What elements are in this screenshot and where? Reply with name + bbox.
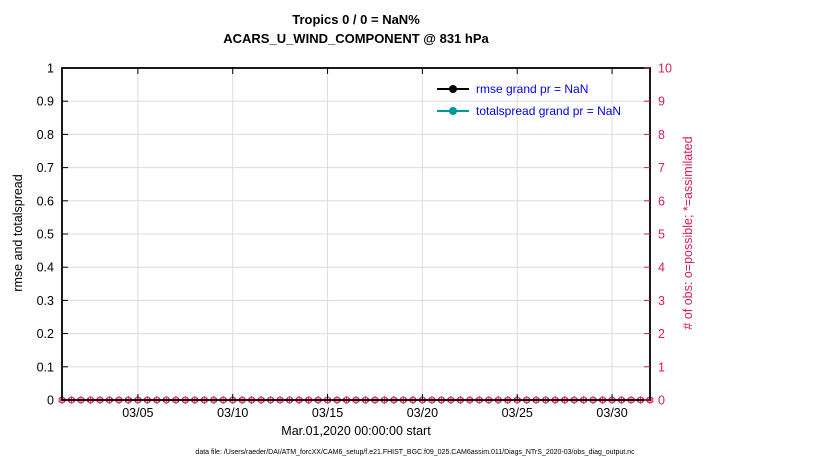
y-tick-label-left: 0.2 xyxy=(37,327,54,341)
y-tick-label-right: 10 xyxy=(658,62,672,76)
y-tick-label-left: 0.9 xyxy=(37,95,54,109)
y-tick-label-right: 2 xyxy=(658,327,665,341)
x-tick-label: 03/15 xyxy=(312,406,343,420)
y-tick-label-left: 0 xyxy=(47,394,54,408)
y-tick-label-left: 0.7 xyxy=(37,161,54,175)
x-axis-label: Mar.01,2020 00:00:00 start xyxy=(281,424,431,438)
totalspread-line-sample-icon xyxy=(437,107,469,115)
y-tick-label-right: 6 xyxy=(658,194,665,208)
x-tick-label: 03/20 xyxy=(407,406,438,420)
y-tick-label-right: 3 xyxy=(658,294,665,308)
legend-item-rmse: rmse grand pr = NaN xyxy=(437,78,621,100)
y-tick-label-left: 0.8 xyxy=(37,128,54,142)
x-tick-label: 03/10 xyxy=(217,406,248,420)
totalspread-dot-icon xyxy=(449,107,457,115)
y-tick-label-left: 0.1 xyxy=(37,360,54,374)
x-tick-label: 03/05 xyxy=(122,406,153,420)
y-tick-label-left: 0.6 xyxy=(37,194,54,208)
chart-title-line1: Tropics 0 / 0 = NaN% xyxy=(292,12,420,27)
chart-title: Tropics 0 / 0 = NaN% ACARS_U_WIND_COMPON… xyxy=(62,10,650,48)
y-tick-label-left: 0.5 xyxy=(37,228,54,242)
legend-label-totalspread: totalspread grand pr = NaN xyxy=(476,104,622,118)
y-tick-label-left: 0.3 xyxy=(37,294,54,308)
y-axis-label-right: # of obs: o=possible; *=assimilated xyxy=(681,136,695,330)
y-tick-label-right: 9 xyxy=(658,95,665,109)
rmse-line-sample-icon xyxy=(437,85,469,93)
x-tick-label: 03/25 xyxy=(502,406,533,420)
y-tick-label-right: 4 xyxy=(658,261,665,275)
rmse-dot-icon xyxy=(449,85,457,93)
y-tick-label-right: 1 xyxy=(658,360,665,374)
y-tick-label-right: 7 xyxy=(658,161,665,175)
y-tick-label-left: 0.4 xyxy=(37,261,54,275)
x-tick-label: 03/30 xyxy=(596,406,627,420)
y-axis-label-left: rmse and totalspread xyxy=(11,174,25,292)
y-tick-label-right: 8 xyxy=(658,128,665,142)
chart-title-line2: ACARS_U_WIND_COMPONENT @ 831 hPa xyxy=(223,31,489,46)
legend-label-rmse: rmse grand pr = NaN xyxy=(476,82,589,96)
y-tick-label-left: 1 xyxy=(47,62,54,76)
data-file-caption: data file: /Users/raeder/DAI/ATM_forcXX/… xyxy=(195,449,635,456)
legend: rmse grand pr = NaN totalspread grand pr… xyxy=(437,78,621,122)
legend-item-totalspread: totalspread grand pr = NaN xyxy=(437,100,621,122)
y-tick-label-right: 5 xyxy=(658,228,665,242)
y-tick-label-right: 0 xyxy=(658,394,665,408)
